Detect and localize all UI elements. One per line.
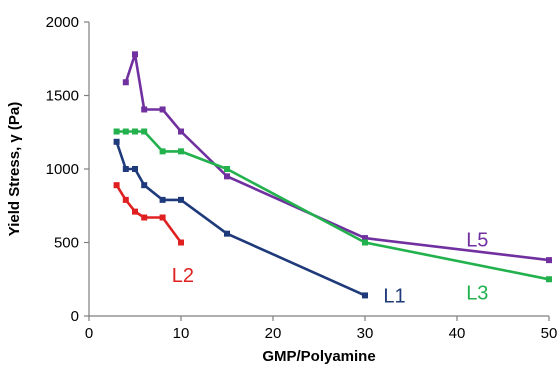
series-labels: L5 L3 L1 L2	[172, 230, 489, 308]
data-point-l5	[546, 257, 552, 264]
data-point-l2	[141, 214, 148, 221]
series-l2	[113, 182, 184, 246]
axes	[84, 21, 550, 321]
data-point-l5	[362, 235, 368, 242]
data-point-l3	[224, 166, 230, 172]
data-point-l2	[132, 208, 138, 215]
data-point-l2	[159, 214, 166, 221]
series-group	[113, 51, 552, 299]
data-point-l1	[141, 182, 148, 189]
series-label-l3: L3	[466, 282, 488, 304]
y-tick-label: 1000	[46, 161, 79, 178]
data-point-l3	[113, 128, 120, 135]
data-point-l5	[224, 173, 230, 180]
data-point-l2	[113, 182, 120, 189]
x-tick-label: 40	[449, 325, 466, 342]
data-point-l1	[122, 166, 129, 172]
data-point-l5	[178, 128, 184, 135]
data-point-l3	[122, 128, 129, 135]
y-axis-title: Yield Stress, γ (Pa)	[6, 102, 23, 237]
data-point-l2	[122, 196, 129, 203]
data-point-l1	[178, 196, 184, 203]
data-point-l5	[159, 106, 166, 113]
series-l5	[122, 51, 552, 264]
x-tick-label: 30	[357, 325, 374, 342]
y-tick-label: 2000	[46, 14, 79, 31]
data-point-l3	[178, 148, 184, 155]
x-tick-label: 0	[85, 325, 93, 342]
series-l3	[113, 128, 552, 283]
x-tick-label: 20	[265, 325, 282, 342]
data-point-l3	[141, 128, 148, 135]
data-point-l5	[141, 106, 148, 113]
data-point-l5	[132, 51, 138, 58]
x-tick-label: 10	[173, 325, 190, 342]
series-label-l1: L1	[383, 285, 405, 307]
y-tick-label: 0	[71, 308, 79, 325]
data-point-l1	[159, 196, 166, 203]
y-tick-label: 500	[54, 235, 79, 252]
data-point-l5	[122, 79, 129, 86]
data-point-l3	[362, 239, 368, 246]
data-point-l2	[178, 239, 184, 246]
data-point-l1	[362, 292, 368, 299]
y-tick-label: 1500	[46, 88, 79, 105]
data-point-l3	[546, 276, 552, 283]
data-point-l3	[132, 128, 138, 135]
data-point-l1	[113, 138, 120, 145]
data-point-l1	[224, 230, 230, 237]
series-l1	[113, 138, 368, 299]
tick-labels: 0 500 1000 1500 2000 0 10 20 30 40 50	[46, 14, 558, 342]
data-point-l3	[159, 148, 166, 155]
series-line-l5	[124, 52, 550, 262]
x-axis-title: GMP/Polyamine	[262, 348, 375, 365]
series-label-l2: L2	[172, 265, 194, 287]
series-line-l2	[115, 184, 183, 244]
x-tick-label: 50	[541, 325, 558, 342]
series-label-l5: L5	[466, 230, 488, 252]
data-point-l1	[132, 166, 138, 172]
